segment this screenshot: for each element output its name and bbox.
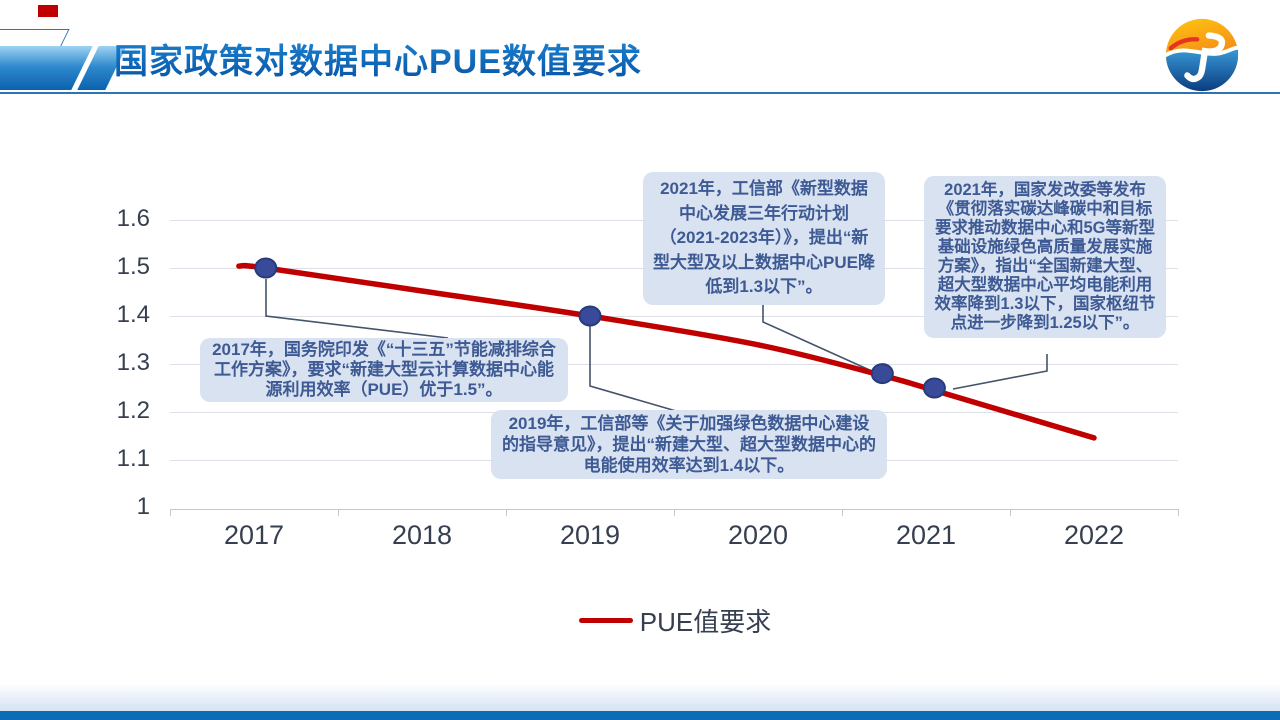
legend-line-swatch — [578, 617, 633, 623]
header-decoration-gradient-parallelogram — [0, 46, 93, 90]
callout-connector — [265, 279, 449, 339]
y-axis-label: 1.1 — [116, 444, 150, 472]
chart-legend: PUE值要求 — [500, 602, 850, 638]
x-axis-tick — [1178, 509, 1179, 516]
header-decoration-red-square — [38, 5, 58, 17]
x-axis-tick — [170, 509, 171, 516]
y-axis-label: 1.2 — [116, 396, 150, 424]
y-axis-label: 1 — [136, 492, 150, 520]
page-title: 国家政策对数据中心PUE数值要求 — [114, 34, 642, 83]
callout-policy-2021-ndrc: 2021年，国家发改委等发布《贯彻落实碳达峰碳中和目标要求推动数据中心和5G等新… — [924, 176, 1166, 338]
header-rule — [0, 92, 1280, 94]
callout-policy-2021-miit: 2021年，工信部《新型数据中心发展三年行动计划（2021-2023年）》，提出… — [643, 172, 885, 305]
legend-label: PUE值要求 — [639, 606, 772, 637]
data-point-marker — [870, 363, 894, 385]
callout-text: 2021年，工信部《新型数据中心发展三年行动计划（2021-2023年）》，提出… — [653, 179, 875, 296]
callout-connector — [589, 326, 677, 412]
jp-globe-logo-icon — [1163, 18, 1241, 92]
y-axis-label: 1.5 — [116, 252, 150, 280]
x-axis-tick — [338, 509, 339, 516]
x-axis-label: 2022 — [1063, 520, 1125, 550]
callout-policy-2017: 2017年，国务院印发《“十三五”节能减排综合工作方案》，要求“新建大型云计算数… — [200, 338, 568, 402]
x-axis-tick — [506, 509, 507, 516]
x-axis-label: 2019 — [559, 520, 621, 550]
callout-text: 2019年，工信部等《关于加强绿色数据中心建设的指导意见》，提出“新建大型、超大… — [502, 414, 876, 475]
callout-connector — [952, 354, 1048, 390]
footer-gradient-band — [0, 683, 1280, 711]
x-axis-tick — [1010, 509, 1011, 516]
callout-text: 2017年，国务院印发《“十三五”节能减排综合工作方案》，要求“新建大型云计算数… — [212, 340, 556, 399]
data-point-marker — [922, 377, 946, 399]
x-axis-label: 2021 — [895, 520, 957, 550]
callout-connector — [762, 302, 875, 373]
footer-blue-bar — [0, 711, 1280, 720]
callout-text: 2021年，国家发改委等发布《贯彻落实碳达峰碳中和目标要求推动数据中心和5G等新… — [934, 181, 1156, 332]
y-axis-label: 1.3 — [116, 348, 150, 376]
x-axis-tick — [842, 509, 843, 516]
y-axis-label: 1.4 — [116, 300, 150, 328]
y-axis-label: 1.6 — [116, 204, 150, 232]
x-axis-label: 2017 — [223, 520, 285, 550]
x-axis-label: 2018 — [391, 520, 453, 550]
callout-policy-2019: 2019年，工信部等《关于加强绿色数据中心建设的指导意见》，提出“新建大型、超大… — [491, 410, 887, 479]
x-axis-label: 2020 — [727, 520, 789, 550]
x-axis-tick — [674, 509, 675, 516]
